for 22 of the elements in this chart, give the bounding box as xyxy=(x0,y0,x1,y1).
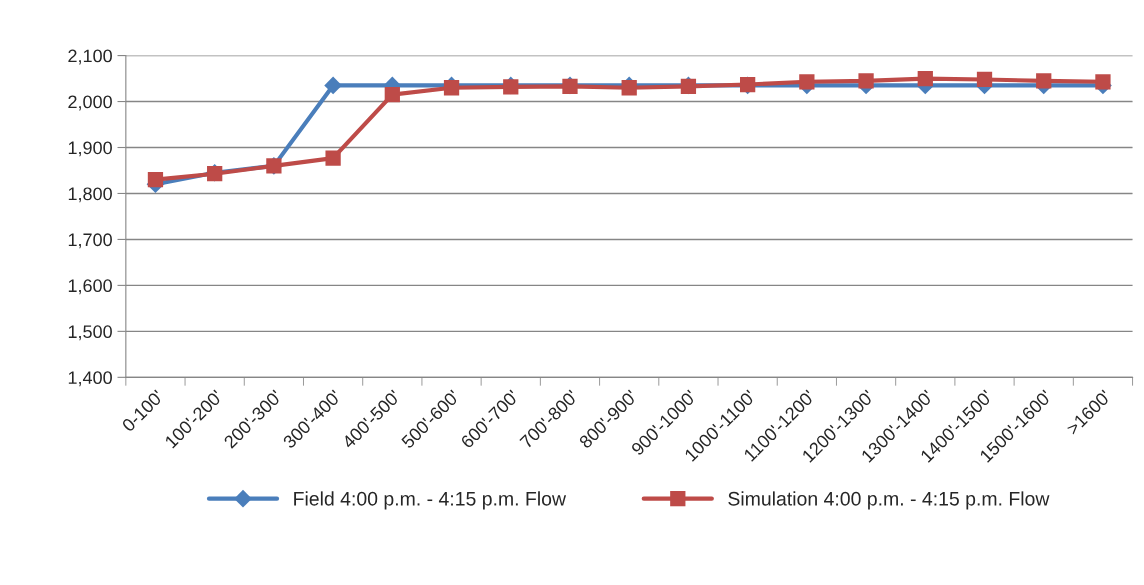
y-tick-label: 1,700 xyxy=(68,233,112,249)
y-tick-label: 2,000 xyxy=(68,95,112,111)
point xyxy=(917,70,933,87)
point xyxy=(384,87,400,103)
y-tick-label: 1,900 xyxy=(68,141,112,157)
y-tick-label: 1,800 xyxy=(68,187,112,203)
point xyxy=(858,73,874,89)
point xyxy=(621,80,637,96)
point xyxy=(976,71,993,88)
point xyxy=(147,172,164,188)
point xyxy=(325,150,341,166)
point xyxy=(443,80,460,96)
y-tick-label: 1,400 xyxy=(68,371,112,387)
y-tick-label: 2,100 xyxy=(68,49,112,65)
point xyxy=(324,76,342,95)
y-tick-label: 1,500 xyxy=(68,325,112,341)
legend-label: Simulation 4:00 p.m. - 4:15 p.m. Flow xyxy=(728,491,1050,510)
point xyxy=(1036,73,1052,89)
y-tick-label: 1,600 xyxy=(68,279,112,295)
point xyxy=(1095,74,1111,90)
point xyxy=(799,74,815,90)
legend-label: Field 4:00 p.m. - 4:15 p.m. Flow xyxy=(294,491,567,510)
